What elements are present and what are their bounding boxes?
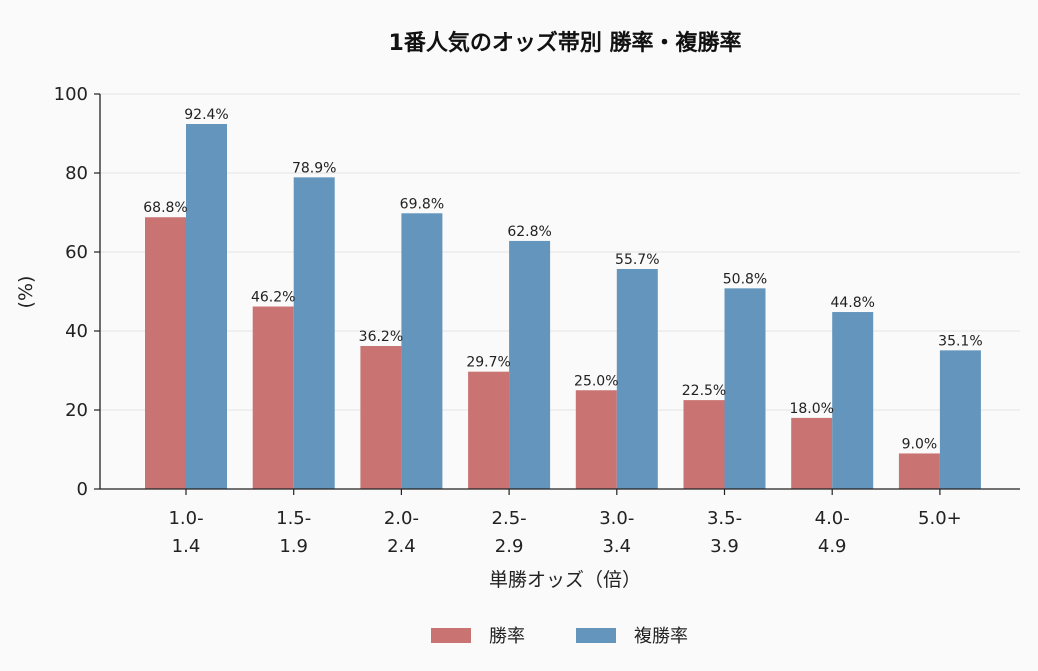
bar-win-rate <box>683 400 725 489</box>
bar-place-rate <box>724 288 766 489</box>
bar-place-rate <box>186 124 227 490</box>
legend-swatch-place-rate <box>576 628 616 643</box>
bar-place-rate <box>939 350 981 489</box>
data-label: 22.5% <box>682 383 726 399</box>
y-axis-label: (%) <box>15 276 37 309</box>
x-tick-label: 4.0- 4.9 <box>815 508 850 557</box>
grid-lines <box>100 93 1020 411</box>
data-label: 55.7% <box>615 252 659 268</box>
x-tick-label: 3.0- 3.4 <box>599 508 634 557</box>
x-tick-label: 1.0- 1.4 <box>168 508 203 557</box>
x-tick-label-line: 2.4 <box>387 536 416 557</box>
x-tick-label-line: 5.0+ <box>918 508 962 529</box>
data-label: 29.7% <box>466 355 510 371</box>
bar-win-rate <box>791 417 833 489</box>
data-label: 92.4% <box>184 107 228 123</box>
data-label: 36.2% <box>359 329 403 345</box>
data-labels: 68.8% 46.2% 36.2% 29.7% 25.0% 22.5% 18.0% 9.0% 9… <box>143 107 982 452</box>
data-label: 69.8% <box>400 196 444 212</box>
y-tick-label: 100 <box>54 84 88 105</box>
x-axis-label: 単勝オッズ（倍） <box>489 569 641 591</box>
y-tick-label: 40 <box>65 321 88 342</box>
x-tick-label-line: 1.9 <box>279 536 308 557</box>
bar-win-rate <box>360 346 402 489</box>
y-tick-label: 80 <box>65 163 88 184</box>
x-tick-label-line: 3.9 <box>710 536 739 557</box>
legend: 勝率 複勝率 <box>431 626 688 647</box>
data-label: 46.2% <box>251 290 295 306</box>
x-tick-label-line: 2.9 <box>495 536 524 557</box>
bar-place-rate <box>832 312 874 489</box>
legend-label-place-rate: 複勝率 <box>634 626 688 647</box>
bar-win-rate <box>898 453 940 489</box>
x-tick-label: 2.0- 2.4 <box>384 508 419 557</box>
x-tick-label-line: 4.9 <box>818 536 847 557</box>
data-label: 44.8% <box>830 295 874 311</box>
x-tick-label-line: 1.5- <box>276 508 311 529</box>
x-tick-label-line: 3.0- <box>599 508 634 529</box>
x-tick-label-line: 2.0- <box>384 508 419 529</box>
data-label: 50.8% <box>723 271 767 287</box>
bar-win-rate <box>468 371 510 489</box>
x-tick-label-line: 2.5- <box>492 508 527 529</box>
x-tick-label-line: 4.0- <box>815 508 850 529</box>
data-label: 25.0% <box>574 373 618 389</box>
data-label: 68.8% <box>143 200 187 216</box>
bar-win-rate <box>145 217 186 490</box>
y-tick-label: 0 <box>77 479 88 500</box>
bars <box>145 124 981 490</box>
data-label: 18.0% <box>789 401 833 417</box>
data-label: 78.9% <box>292 160 336 176</box>
bar-place-rate <box>616 268 658 489</box>
x-tick-label: 2.5- 2.9 <box>492 508 527 557</box>
x-tick-label: 5.0+ <box>918 508 962 529</box>
bar-win-rate <box>252 306 294 489</box>
data-label: 35.1% <box>938 333 982 349</box>
bar-place-rate <box>509 240 551 489</box>
y-tick-label: 20 <box>65 400 88 421</box>
data-label: 62.8% <box>507 224 551 240</box>
legend-label-win-rate: 勝率 <box>489 626 525 647</box>
axes: 0 20 40 60 80 100 1.0- 1.4 1.5- 1.9 2.0- 2.4 2.5- 2.9… <box>54 84 1020 557</box>
data-label: 9.0% <box>902 436 938 452</box>
bar-place-rate <box>401 213 443 490</box>
bar-place-rate <box>293 177 335 489</box>
legend-swatch-win-rate <box>431 628 471 643</box>
x-tick-label-line: 3.4 <box>602 536 631 557</box>
x-tick-label-line: 3.5- <box>707 508 742 529</box>
x-tick-label-line: 1.4 <box>172 536 201 557</box>
x-tick-label: 1.5- 1.9 <box>276 508 311 557</box>
bar-win-rate <box>575 390 617 489</box>
x-tick-label: 3.5- 3.9 <box>707 508 742 557</box>
chart-title: 1番人気のオッズ帯別 勝率・複勝率 <box>389 30 742 56</box>
x-tick-label-line: 1.0- <box>168 508 203 529</box>
y-tick-label: 60 <box>65 242 88 263</box>
